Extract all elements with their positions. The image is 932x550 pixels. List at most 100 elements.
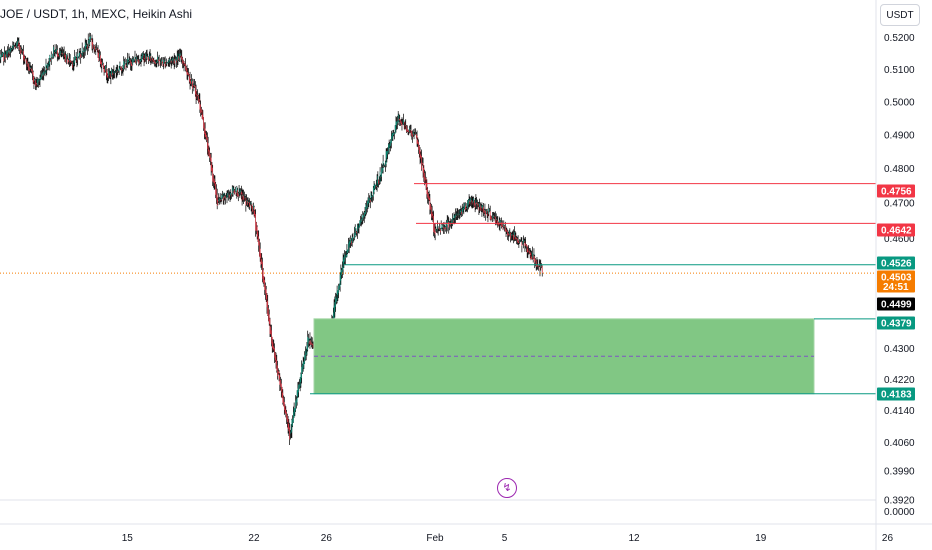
candle-body [458,214,460,215]
candle-body [22,50,23,52]
candle-body [256,222,257,232]
candle-body [103,65,105,72]
candle-body [457,214,459,216]
x-tick-label: 19 [755,533,767,544]
candle-body [235,191,237,195]
candle-body [180,54,182,58]
candle-body [170,60,172,63]
y-tick-label: 0.4300 [884,344,915,355]
symbol-title[interactable]: JOE / USDT, 1h, MEXC, Heikin Ashi [0,7,193,21]
candle-body [164,60,165,63]
flash-icon[interactable]: ↯ [497,478,517,498]
candle-body [535,259,536,262]
candle-body [129,59,131,61]
candle-body [159,60,161,65]
candle-body [474,200,475,206]
candle-body [230,193,232,196]
candle-body [11,48,13,50]
candle-body [272,342,274,351]
candle-body [366,200,368,208]
candle-body [518,241,520,244]
candle-body [119,63,121,70]
candle-body [444,225,446,229]
candle-body [275,356,277,364]
candle-body [75,56,76,60]
candle-body [16,42,17,48]
candle-body [357,227,359,229]
candle-body [42,74,44,77]
currency-button[interactable]: USDT [880,4,920,26]
candle-body [279,375,281,385]
candle-body [161,59,162,63]
candle-body [452,220,454,223]
candle-body [368,197,370,203]
candle-body [274,352,276,361]
candle-body [215,183,216,195]
candle-body [464,203,465,209]
candle-body [459,210,461,215]
candle-body [337,290,339,295]
candle-body [93,45,95,50]
candle-body [408,131,410,132]
candle-body [360,218,362,222]
candle-body [63,52,64,54]
candle-body [176,56,178,61]
candle-body [213,178,215,184]
candle-body [247,201,249,203]
candle-body [302,361,304,369]
candle-body [48,62,50,66]
candle-body [514,234,516,240]
candle-body [91,39,93,46]
candle-body [397,114,399,123]
candle-body [263,276,265,284]
candle-body [142,54,144,56]
candle-body [126,65,128,66]
candle-body [96,48,97,50]
candle-body [51,57,53,60]
candle-body [416,135,418,145]
candle-body [102,62,103,65]
candle-body [50,59,51,62]
candle-body [423,167,425,179]
candle-body [151,57,152,59]
candle-body [232,190,234,193]
candle-body [196,94,198,96]
candle-body [130,60,131,64]
candle-body [81,55,82,57]
candle-body [84,50,85,52]
candle-body [377,175,379,184]
candle-body [460,210,462,213]
candle-body [394,125,396,134]
candle-body [461,211,462,215]
candle-body [68,59,69,62]
candle-body [422,163,424,173]
candle-body [469,200,471,204]
candle-body [413,133,415,135]
candle-body [431,212,433,216]
candle-body [117,70,118,72]
candle-body [411,131,413,136]
candle-body [26,58,27,64]
candle-body [29,67,31,69]
candle-body [6,50,8,58]
candle-body [391,135,392,144]
candle-body [486,209,487,213]
buy-zone-rect[interactable] [313,318,815,395]
candle-body [30,68,32,70]
candle-body [363,215,364,218]
candle-body [454,216,456,218]
candle-body [140,59,142,61]
candle-body [467,201,468,209]
candle-body [495,218,497,220]
candle-body [262,270,264,283]
candle-body [361,220,363,221]
candle-body [437,225,438,230]
candle-body [305,350,306,360]
candle-body [106,68,107,76]
candle-body [417,140,419,144]
candle-body [198,98,200,100]
candle-body [54,50,56,53]
candle-body [438,228,440,229]
